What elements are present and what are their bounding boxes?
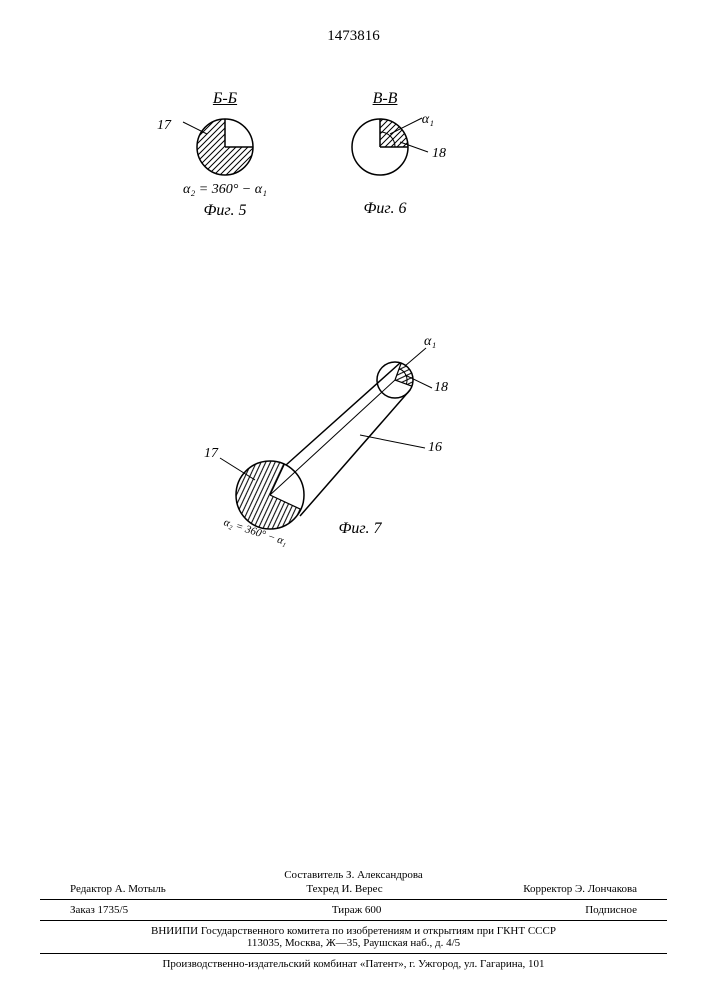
- fig7-ref-17: 17: [204, 446, 218, 462]
- fig6-ref-18: 18: [432, 146, 446, 162]
- footer-subscription: Подписное: [585, 904, 637, 916]
- fig5-caption: Фиг. 5: [160, 202, 290, 220]
- footer-tirage: Тираж 600: [332, 904, 382, 916]
- footer-editor: Редактор А. Мотыль: [70, 883, 166, 895]
- footer-corrector: Корректор Э. Лончакова: [523, 883, 637, 895]
- fig7-alpha1: α₁: [424, 334, 436, 350]
- page-number: 1473816: [327, 28, 380, 45]
- figure-6: В-В α₁ 18 Фиг. 6: [320, 90, 450, 218]
- fig5-section-label: Б-Б: [160, 90, 290, 108]
- footer-tech: Техред И. Верес: [306, 883, 382, 895]
- fig6-alpha1: α₁: [422, 112, 434, 128]
- footer-compiler: Составитель З. Александрова: [40, 869, 667, 881]
- footer-press: Производственно-издательский комбинат «П…: [40, 958, 667, 970]
- figure-5: Б-Б 17 α₂ = 360° − α₁ Фиг. 5: [160, 90, 290, 220]
- fig7-ref-16: 16: [428, 440, 442, 456]
- figure-7: 17 18 16 α₁ α₂ = 360° − α₁ Фиг. 7: [200, 330, 460, 538]
- fig5-svg: [175, 112, 275, 182]
- fig5-formula: α₂ = 360° − α₁: [160, 182, 290, 198]
- fig5-ref-17: 17: [157, 118, 171, 134]
- footer: Составитель З. Александрова Редактор А. …: [40, 869, 667, 970]
- fig7-ref-18: 18: [434, 380, 448, 396]
- fig6-caption: Фиг. 6: [320, 200, 450, 218]
- fig6-section-label: В-В: [320, 90, 450, 108]
- footer-order: Заказ 1735/5: [70, 904, 128, 916]
- footer-org2: 113035, Москва, Ж—35, Раушская наб., д. …: [40, 937, 667, 949]
- footer-org1: ВНИИПИ Государственного комитета по изоб…: [40, 925, 667, 937]
- fig7-svg: [200, 330, 460, 550]
